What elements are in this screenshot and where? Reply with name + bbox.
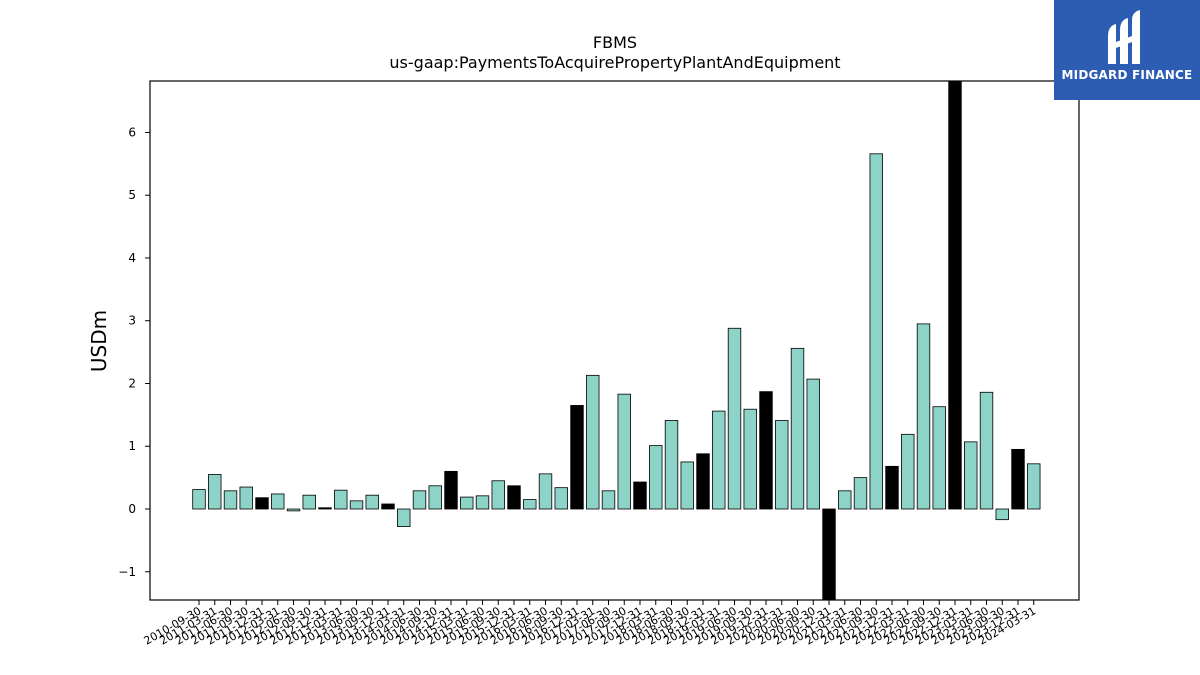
bar-2017-09-30 — [617, 393, 631, 510]
bar-2021-09-30 — [869, 153, 883, 510]
y-tick-label: 4 — [128, 251, 136, 265]
bar-2011-03-31 — [208, 474, 222, 510]
bar-2018-09-30 — [680, 461, 694, 510]
bar-2017-03-31 — [586, 374, 600, 510]
bar-2020-03-31 — [775, 420, 789, 510]
y-tick-label: 1 — [128, 439, 136, 453]
bar-2023-03-31 — [964, 441, 978, 510]
bar-2022-03-31 — [901, 433, 915, 510]
bar-2018-03-31 — [649, 445, 663, 510]
bar-2015-06-30 — [475, 495, 490, 510]
bar-2018-06-30 — [664, 420, 679, 510]
bar-2013-03-31 — [334, 489, 348, 510]
bar-2015-12-31 — [507, 485, 521, 510]
bar-2010-09-30 — [192, 489, 206, 510]
bar-2022-12-31 — [948, 80, 962, 510]
bar-2015-09-30 — [491, 480, 505, 510]
bar-2014-09-30 — [428, 485, 442, 510]
bar-2020-06-30 — [790, 347, 805, 510]
bar-2019-03-31 — [712, 410, 726, 510]
bar-2014-06-30 — [412, 490, 427, 510]
bar-2012-09-30 — [302, 494, 316, 510]
bar-2020-09-30 — [806, 378, 820, 510]
y-tick-label: 3 — [128, 314, 136, 328]
bar-2019-06-30 — [727, 327, 742, 510]
y-tick-label: 2 — [128, 376, 136, 390]
bar-2021-06-30 — [853, 477, 868, 510]
bar-2019-09-30 — [743, 408, 757, 510]
bar-2012-03-31 — [271, 493, 285, 510]
bar-2013-09-30 — [365, 494, 379, 510]
bar-2012-12-31 — [318, 507, 332, 510]
bar-2016-12-31 — [570, 405, 584, 510]
bar-2016-06-30 — [538, 473, 553, 510]
bar-2013-12-31 — [381, 503, 395, 510]
bar-2011-12-31 — [255, 497, 269, 510]
midgard-logo-icon — [1108, 10, 1140, 64]
chart-subtitle: us-gaap:PaymentsToAcquirePropertyPlantAn… — [389, 53, 840, 72]
bar-2017-06-30 — [601, 490, 616, 510]
bar-2015-03-31 — [460, 496, 474, 510]
bar-2014-03-31 — [397, 508, 411, 527]
bar-2021-03-31 — [838, 490, 852, 510]
bar-2019-12-31 — [759, 391, 773, 510]
x-axis: 2010-09-302011-03-312011-06-302011-09-30… — [142, 600, 1038, 648]
bar-2023-06-30 — [979, 391, 994, 510]
brand-logo: MIDGARD FINANCE — [1054, 0, 1200, 100]
bar-2013-06-30 — [349, 500, 364, 510]
bar-2020-12-31 — [822, 508, 836, 601]
bar-2011-09-30 — [239, 486, 253, 510]
plot-frame — [149, 80, 1080, 601]
bar-2016-03-31 — [523, 499, 537, 510]
bar-2017-12-31 — [633, 481, 647, 510]
bar-2023-12-31 — [1011, 448, 1025, 510]
bar-2022-06-30 — [916, 323, 931, 510]
bar-2021-12-31 — [885, 465, 899, 510]
chart-title: FBMS — [593, 33, 637, 52]
bar-2024-03-31 — [1027, 463, 1041, 510]
bar-2022-09-30 — [932, 406, 946, 510]
y-tick-label: −1 — [118, 565, 136, 579]
y-tick-label: 0 — [128, 502, 136, 516]
bar-2011-06-30 — [223, 490, 238, 510]
y-axis: −1 0 1 2 3 4 5 6 — [118, 125, 150, 579]
bar-2012-06-30 — [286, 508, 301, 512]
y-tick-label: 5 — [128, 188, 136, 202]
bar-2023-09-30 — [995, 508, 1009, 521]
logo-text: MIDGARD FINANCE — [1061, 68, 1193, 82]
y-axis-label: USDm — [87, 310, 111, 372]
y-tick-label: 6 — [128, 125, 136, 139]
bar-2016-09-30 — [554, 487, 568, 510]
bar-2018-12-31 — [696, 453, 710, 510]
bar-2014-12-31 — [444, 470, 458, 510]
bars-group — [192, 80, 1041, 601]
